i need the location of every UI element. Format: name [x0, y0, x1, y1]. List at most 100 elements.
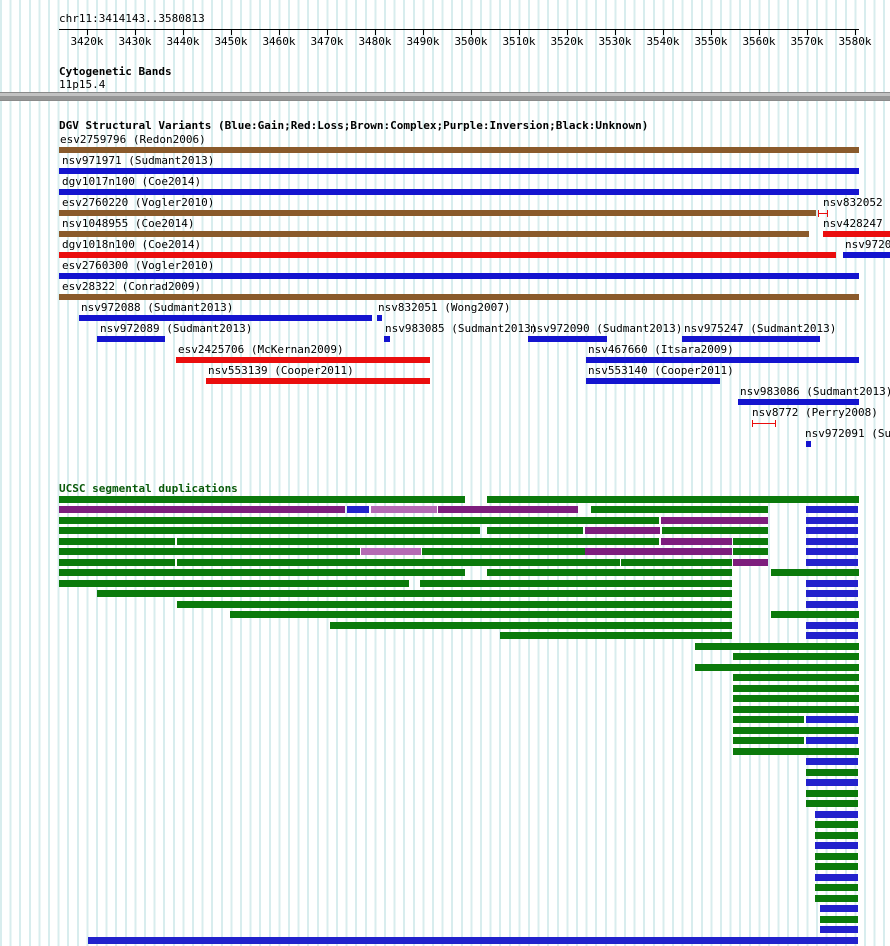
segdup-bar[interactable]: [820, 926, 858, 933]
dgv-feature-bar[interactable]: [752, 420, 776, 427]
segdup-bar[interactable]: [806, 590, 858, 597]
dgv-feature-label[interactable]: nsv972090 (Sudmant2013): [530, 322, 683, 335]
segdup-bar[interactable]: [771, 611, 859, 618]
segdup-bar[interactable]: [420, 580, 732, 587]
segdup-bar[interactable]: [661, 517, 768, 524]
dgv-feature-bar[interactable]: [59, 231, 809, 237]
segdup-bar[interactable]: [59, 580, 409, 587]
segdup-bar[interactable]: [733, 548, 768, 555]
segdup-bar[interactable]: [815, 842, 858, 849]
dgv-feature-label[interactable]: esv2760220 (Vogler2010): [62, 196, 215, 209]
dgv-feature-bar[interactable]: [818, 210, 828, 217]
segdup-bar[interactable]: [361, 548, 421, 555]
segdup-bar[interactable]: [59, 496, 465, 503]
segdup-bar[interactable]: [806, 506, 858, 513]
dgv-feature-bar[interactable]: [97, 336, 165, 342]
segdup-bar[interactable]: [815, 895, 858, 902]
segdup-bar[interactable]: [820, 916, 858, 923]
segdup-bar[interactable]: [815, 884, 858, 891]
dgv-feature-label[interactable]: nsv9720: [845, 238, 890, 251]
segdup-bar[interactable]: [733, 674, 859, 681]
dgv-feature-label[interactable]: esv2759796 (Redon2006): [60, 133, 206, 146]
dgv-feature-bar[interactable]: [59, 189, 859, 195]
segdup-bar[interactable]: [591, 506, 768, 513]
segdup-bar[interactable]: [59, 569, 465, 576]
segdup-bar[interactable]: [621, 559, 732, 566]
dgv-feature-label[interactable]: nsv983086 (Sudmant2013): [740, 385, 890, 398]
segdup-bar[interactable]: [806, 632, 858, 639]
segdup-bar[interactable]: [59, 538, 175, 545]
dgv-feature-label[interactable]: nsv553140 (Cooper2011): [588, 364, 734, 377]
segdup-bar[interactable]: [662, 527, 768, 534]
dgv-feature-label[interactable]: nsv1048955 (Coe2014): [62, 217, 195, 230]
segdup-bar[interactable]: [585, 548, 732, 555]
segdup-bar[interactable]: [59, 548, 360, 555]
segdup-bar[interactable]: [733, 716, 804, 723]
dgv-feature-label[interactable]: esv2425706 (McKernan2009): [178, 343, 344, 356]
dgv-feature-bar[interactable]: [59, 210, 816, 216]
segdup-bar[interactable]: [806, 517, 858, 524]
segdup-bar[interactable]: [487, 496, 859, 503]
segdup-bar[interactable]: [422, 548, 659, 555]
dgv-feature-bar[interactable]: [528, 336, 607, 342]
segdup-bar[interactable]: [59, 527, 480, 534]
segdup-bar[interactable]: [815, 811, 858, 818]
segdup-bar[interactable]: [806, 790, 858, 797]
segdup-bar[interactable]: [177, 601, 732, 608]
segdup-bar[interactable]: [585, 527, 660, 534]
segdup-bar[interactable]: [733, 559, 768, 566]
segdup-bar[interactable]: [806, 769, 858, 776]
segdup-bar[interactable]: [806, 800, 858, 807]
dgv-feature-bar[interactable]: [59, 168, 859, 174]
segdup-bar[interactable]: [806, 601, 858, 608]
segdup-bar[interactable]: [806, 538, 858, 545]
segdup-bar[interactable]: [177, 559, 620, 566]
dgv-feature-bar[interactable]: [738, 399, 859, 405]
dgv-feature-label[interactable]: nsv428247 (: [823, 217, 890, 230]
dgv-feature-bar[interactable]: [59, 147, 859, 153]
segdup-bar[interactable]: [487, 527, 583, 534]
segdup-bar[interactable]: [733, 685, 859, 692]
dgv-feature-label[interactable]: nsv975247 (Sudmant2013): [684, 322, 837, 335]
dgv-feature-label[interactable]: esv2760300 (Vogler2010): [62, 259, 215, 272]
segdup-bar[interactable]: [806, 737, 858, 744]
segdup-bar[interactable]: [733, 748, 859, 755]
dgv-feature-bar[interactable]: [176, 357, 430, 363]
segdup-bar[interactable]: [347, 506, 369, 513]
segdup-bar[interactable]: [330, 622, 732, 629]
segdup-bar[interactable]: [806, 548, 858, 555]
segdup-bar[interactable]: [815, 863, 858, 870]
dgv-feature-label[interactable]: nsv972091 (Sud: [805, 427, 890, 440]
segdup-bar[interactable]: [733, 695, 859, 702]
segdup-bar[interactable]: [97, 590, 732, 597]
segdup-bar[interactable]: [59, 559, 175, 566]
segdup-bar[interactable]: [59, 506, 345, 513]
dgv-feature-label[interactable]: nsv8772 (Perry2008): [752, 406, 878, 419]
dgv-feature-label[interactable]: nsv832051 (Wong2007): [378, 301, 511, 314]
segdup-bar[interactable]: [806, 716, 858, 723]
dgv-feature-bar[interactable]: [586, 378, 720, 384]
dgv-feature-label[interactable]: dgv1017n100 (Coe2014): [62, 175, 202, 188]
segdup-bar[interactable]: [438, 506, 578, 513]
dgv-feature-label[interactable]: nsv971971 (Sudmant2013): [62, 154, 215, 167]
dgv-feature-bar[interactable]: [59, 294, 859, 300]
dgv-feature-bar[interactable]: [682, 336, 820, 342]
segdup-bar[interactable]: [815, 853, 858, 860]
dgv-feature-label[interactable]: nsv983085 (Sudmant2013): [385, 322, 538, 335]
dgv-feature-label[interactable]: nsv972089 (Sudmant2013): [100, 322, 253, 335]
segdup-bar[interactable]: [815, 832, 858, 839]
dgv-feature-label[interactable]: esv28322 (Conrad2009): [62, 280, 202, 293]
dgv-feature-bar[interactable]: [206, 378, 430, 384]
dgv-feature-label[interactable]: nsv832052 (: [823, 196, 890, 209]
segdup-bar[interactable]: [815, 821, 858, 828]
dgv-feature-label[interactable]: nsv467660 (Itsara2009): [588, 343, 734, 356]
segdup-bar[interactable]: [177, 538, 659, 545]
segdup-bar[interactable]: [500, 632, 732, 639]
segdup-bar[interactable]: [733, 538, 768, 545]
dgv-feature-bar[interactable]: [806, 441, 811, 447]
segdup-bar[interactable]: [88, 937, 858, 944]
dgv-feature-bar[interactable]: [586, 357, 859, 363]
segdup-bar[interactable]: [733, 737, 804, 744]
segdup-bar[interactable]: [371, 506, 437, 513]
dgv-feature-label[interactable]: nsv972088 (Sudmant2013): [81, 301, 234, 314]
